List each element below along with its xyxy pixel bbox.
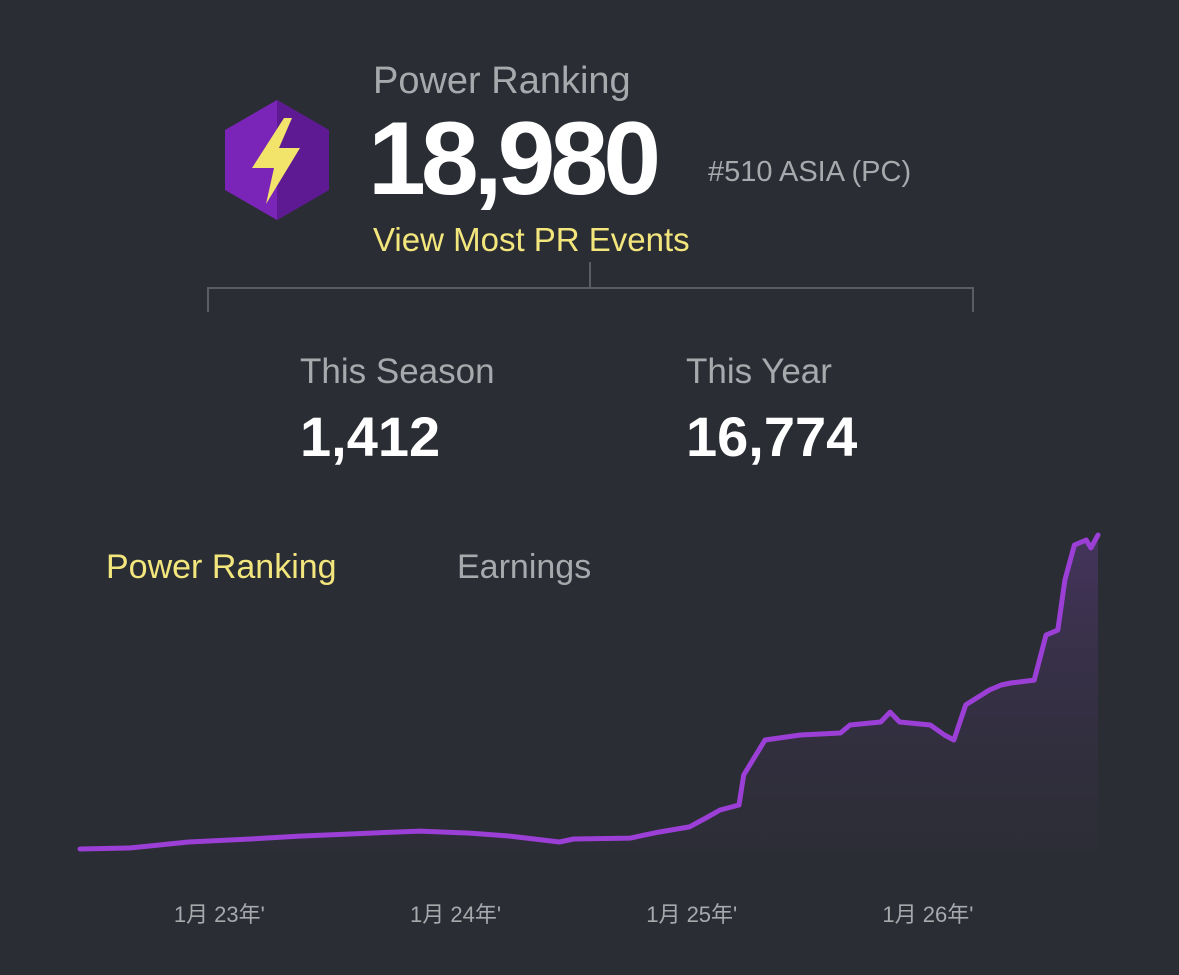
x-tick-label: 1月 23年' (174, 902, 265, 927)
x-tick-label: 1月 26年' (882, 902, 973, 927)
stat-value: 1,412 (300, 405, 441, 468)
x-tick-label: 1月 24年' (410, 902, 501, 927)
x-tick-label: 1月 25年' (646, 902, 737, 927)
tab[interactable]: Power Ranking (106, 548, 337, 586)
pr-icon (225, 100, 329, 220)
stat-value: 16,774 (686, 405, 858, 468)
stat-label: This Year (686, 352, 832, 391)
bracket (207, 262, 974, 312)
label: Power Ranking (373, 60, 631, 102)
area (80, 535, 1098, 850)
line (77, 532, 1101, 852)
link[interactable]: View Most PR Events (373, 221, 690, 258)
rank: #510 ASIA (PC) (708, 156, 912, 188)
score: 18,980 (368, 101, 661, 217)
tab[interactable]: Earnings (457, 548, 592, 586)
stat-label: This Season (300, 352, 495, 391)
chart: 1月 23年' 1月 24年' 1月 25年' 1月 26年' (77, 532, 1101, 927)
